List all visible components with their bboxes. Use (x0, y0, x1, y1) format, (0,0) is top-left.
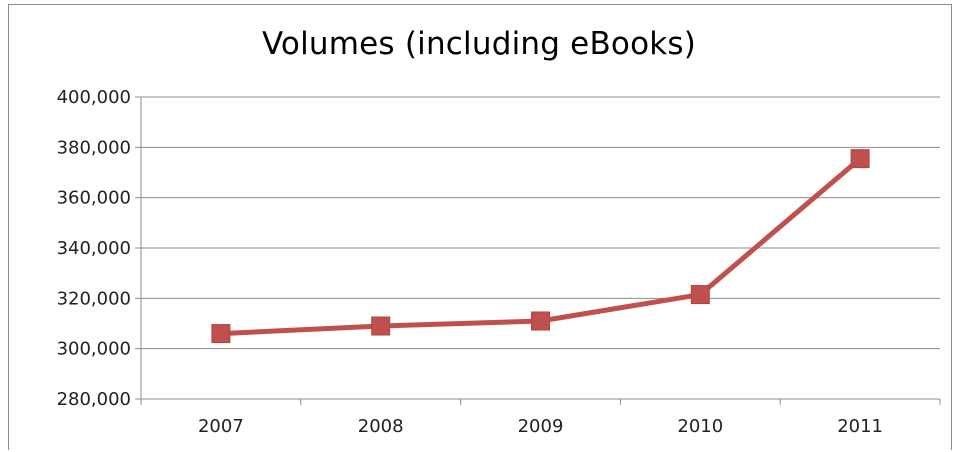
x-tick-label: 2011 (837, 416, 883, 437)
data-point-marker (850, 149, 870, 169)
gridlines (141, 96, 940, 350)
x-tick-label: 2010 (677, 416, 723, 437)
y-tick-label: 360,000 (57, 188, 131, 209)
series-line (218, 156, 863, 337)
y-tick-label: 400,000 (57, 87, 131, 108)
y-tick-label: 340,000 (57, 238, 131, 259)
x-tick-label: 2007 (198, 416, 244, 437)
axes (135, 96, 941, 405)
data-point-marker (690, 285, 710, 305)
y-tick-label: 320,000 (57, 288, 131, 309)
data-point-marker (211, 324, 231, 344)
data-point-marker (371, 316, 391, 336)
data-point-marker (531, 311, 550, 331)
x-tick-label: 2009 (518, 416, 564, 437)
x-tick-labels: 2007 2008 2009 2010 2011 (198, 416, 883, 437)
x-tick-label: 2008 (358, 416, 404, 437)
y-tick-label: 380,000 (57, 137, 131, 158)
chart-title: Volumes (including eBooks) (261, 26, 697, 62)
y-tick-label: 280,000 (57, 389, 131, 410)
y-tick-label: 300,000 (57, 339, 131, 360)
y-tick-labels: 280,000 300,000 320,000 340,000 360,000 380,0… (57, 87, 131, 410)
chart-frame (8, 4, 952, 450)
series (211, 149, 870, 344)
